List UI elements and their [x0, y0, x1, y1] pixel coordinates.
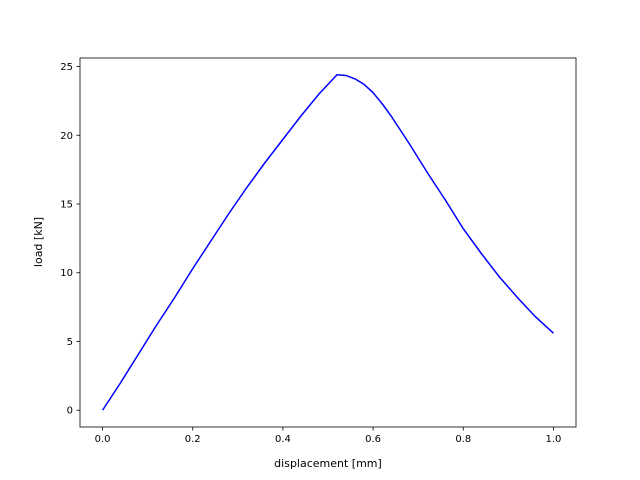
y-axis-label: load [kN]	[32, 217, 45, 267]
x-tick-label: 1.0	[546, 434, 562, 445]
x-tick-label: 0.4	[275, 434, 291, 445]
y-tick-label: 10	[60, 268, 73, 279]
y-tick-label: 5	[67, 337, 73, 348]
y-tick-label: 15	[60, 200, 73, 211]
y-tick-label: 20	[60, 131, 73, 142]
x-tick-label: 0.2	[185, 434, 201, 445]
axes-frame	[79, 57, 577, 428]
y-tick-label: 0	[67, 406, 73, 417]
x-tick-label: 0.6	[365, 434, 381, 445]
y-tick-label: 25	[60, 62, 73, 73]
x-tick-label: 0.8	[455, 434, 471, 445]
x-tick-label: 0.0	[95, 434, 111, 445]
data-line	[101, 73, 554, 411]
x-axis-label: displacement [mm]	[274, 457, 382, 470]
